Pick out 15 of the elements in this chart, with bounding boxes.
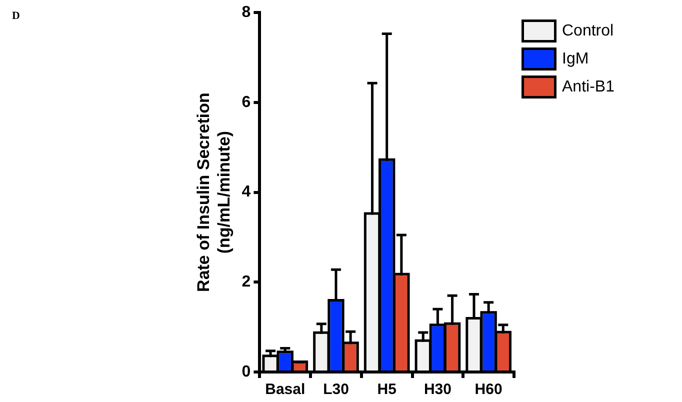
- text: D: [12, 10, 20, 22]
- x-tick-label: H30: [424, 381, 452, 398]
- legend-label: Control: [562, 22, 614, 40]
- y-tick-label: 6: [242, 94, 251, 111]
- y-tick-label: 2: [242, 274, 251, 291]
- y-tick-label: 8: [242, 4, 251, 22]
- y-tick-label: 0: [242, 363, 251, 380]
- y-tick-label: 4: [242, 184, 251, 201]
- legend-label: Anti-B1: [562, 78, 615, 96]
- x-tick-label: H60: [474, 381, 502, 398]
- x-tick-label: Basal: [265, 381, 306, 398]
- x-tick-label: H5: [377, 381, 396, 398]
- x-tick-label: L30: [323, 381, 349, 398]
- y-axis-title: Rate of Insulin Secretion (ng/mL/minute): [194, 92, 234, 292]
- legend-label: IgM: [562, 50, 589, 68]
